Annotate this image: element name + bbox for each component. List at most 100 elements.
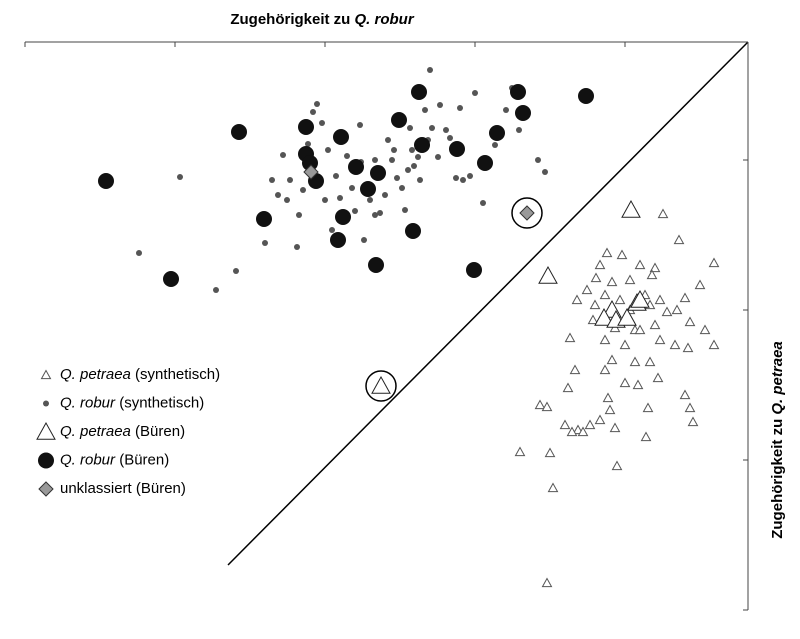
point xyxy=(649,262,661,273)
point xyxy=(449,141,465,157)
point xyxy=(640,431,652,442)
point xyxy=(644,356,656,367)
legend-marker xyxy=(38,452,54,469)
point xyxy=(544,447,556,458)
point xyxy=(233,268,239,274)
point xyxy=(422,107,428,113)
point xyxy=(405,223,421,239)
point xyxy=(275,192,281,198)
point xyxy=(453,175,459,181)
point xyxy=(516,127,522,133)
point xyxy=(569,364,581,375)
point xyxy=(708,257,720,268)
point xyxy=(630,289,650,308)
point xyxy=(314,101,320,107)
highlight-ring xyxy=(365,370,397,402)
point xyxy=(590,272,602,283)
point xyxy=(492,142,498,148)
point xyxy=(480,200,486,206)
point xyxy=(417,177,423,183)
point xyxy=(303,164,319,180)
point xyxy=(136,250,142,256)
point xyxy=(280,152,286,158)
point xyxy=(310,109,316,115)
point xyxy=(394,175,400,181)
point xyxy=(177,174,183,180)
point xyxy=(360,181,376,197)
point xyxy=(231,124,247,140)
point xyxy=(372,212,378,218)
point xyxy=(694,279,706,290)
point xyxy=(489,125,505,141)
legend-label: Q. robur (synthetisch) xyxy=(60,394,204,411)
point xyxy=(296,212,302,218)
point xyxy=(349,185,355,191)
point xyxy=(606,276,618,287)
point xyxy=(541,401,553,412)
point xyxy=(624,274,636,285)
point xyxy=(370,165,386,181)
point xyxy=(305,141,311,147)
point xyxy=(467,173,473,179)
point xyxy=(535,157,541,163)
point xyxy=(361,237,367,243)
point xyxy=(368,257,384,273)
legend-label: Q. robur (Büren) xyxy=(60,451,169,468)
point xyxy=(606,354,618,365)
point xyxy=(602,392,614,403)
point xyxy=(652,372,664,383)
point xyxy=(447,135,453,141)
point xyxy=(534,399,546,410)
point xyxy=(415,154,421,160)
point xyxy=(352,208,358,214)
point xyxy=(649,319,661,330)
point xyxy=(599,289,611,300)
point xyxy=(163,271,179,287)
point xyxy=(669,339,681,350)
point xyxy=(594,259,606,270)
point xyxy=(682,342,694,353)
point xyxy=(405,167,411,173)
point xyxy=(429,125,435,131)
x-axis-title: Zugehörigkeit zu Q. robur xyxy=(230,11,414,28)
legend-label: unklassiert (Büren) xyxy=(60,480,186,497)
point xyxy=(619,339,631,350)
point xyxy=(391,112,407,128)
point xyxy=(562,382,574,393)
point xyxy=(319,120,325,126)
point xyxy=(614,294,626,305)
point xyxy=(409,147,415,153)
point xyxy=(503,107,509,113)
point xyxy=(371,375,391,394)
point xyxy=(256,211,272,227)
point xyxy=(589,299,601,310)
point xyxy=(357,122,363,128)
point xyxy=(457,105,463,111)
point xyxy=(402,207,408,213)
point xyxy=(302,155,318,171)
point xyxy=(337,195,343,201)
point xyxy=(411,84,427,100)
point xyxy=(330,232,346,248)
point xyxy=(642,402,654,413)
point xyxy=(594,414,606,425)
point xyxy=(684,316,696,327)
point xyxy=(679,389,691,400)
point xyxy=(601,247,613,258)
point xyxy=(566,426,578,437)
point xyxy=(604,404,616,415)
point xyxy=(460,177,466,183)
point xyxy=(427,67,433,73)
y-axis-title: Zugehörigkeit zu Q. petraea xyxy=(769,341,786,539)
legend-marker xyxy=(38,481,54,497)
point xyxy=(584,419,596,430)
point xyxy=(594,307,614,326)
point xyxy=(616,249,628,260)
legend-label: Q. petraea (synthetisch) xyxy=(60,366,220,383)
point xyxy=(329,227,335,233)
point xyxy=(634,259,646,270)
legend-marker xyxy=(43,400,49,407)
point xyxy=(333,173,339,179)
point xyxy=(684,402,696,413)
point xyxy=(587,314,599,325)
